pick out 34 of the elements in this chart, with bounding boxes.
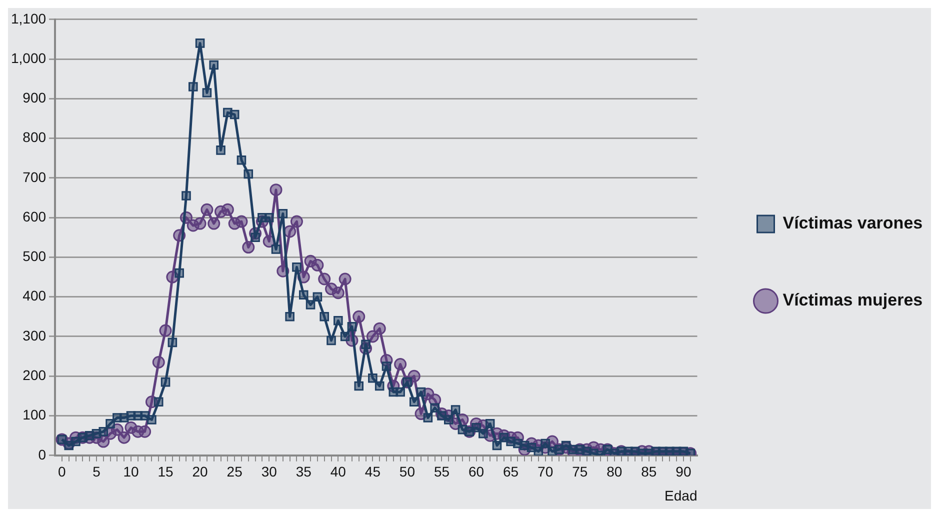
y-tick-label: 900 (22, 90, 46, 106)
x-tick-label: 60 (468, 464, 484, 480)
x-tick-label: 0 (58, 464, 66, 480)
x-tick-label: 65 (503, 464, 519, 480)
y-tick-label: 200 (22, 366, 46, 383)
x-tick-label: 5 (92, 464, 101, 480)
y-tick-label: 0 (38, 446, 46, 462)
x-tick-label: 30 (261, 464, 278, 480)
legend-label: Víctimas varones (782, 214, 923, 233)
x-tick-label: 75 (572, 464, 588, 480)
y-tick-label: 600 (22, 208, 46, 224)
x-tick-label: 15 (158, 464, 174, 480)
x-tick-label: 50 (399, 464, 416, 480)
x-tick-label: 20 (192, 464, 208, 480)
x-tick-label: 90 (676, 464, 692, 480)
x-tick-label: 35 (296, 464, 312, 480)
x-tick-label: 70 (538, 464, 554, 480)
y-tick-label: 1,000 (10, 50, 46, 66)
legend-label: Víctimas mujeres (782, 290, 923, 310)
y-tick-label: 500 (22, 248, 46, 264)
x-tick-label: 25 (226, 464, 243, 480)
x-tick-label: 80 (606, 464, 622, 480)
y-tick-label: 800 (22, 129, 46, 146)
y-tick-label: 300 (22, 327, 46, 344)
x-axis-title: Edad (664, 487, 698, 504)
y-tick-label: 1,100 (10, 10, 46, 26)
y-tick-label: 100 (22, 406, 46, 423)
x-tick-label: 40 (330, 464, 346, 480)
x-tick-label: 85 (641, 464, 657, 480)
x-tick-label: 55 (434, 464, 450, 480)
y-tick-label: 400 (22, 288, 46, 304)
x-tick-label: 10 (123, 464, 139, 480)
x-tick-label: 45 (364, 464, 381, 480)
y-tick-label: 700 (22, 168, 46, 185)
